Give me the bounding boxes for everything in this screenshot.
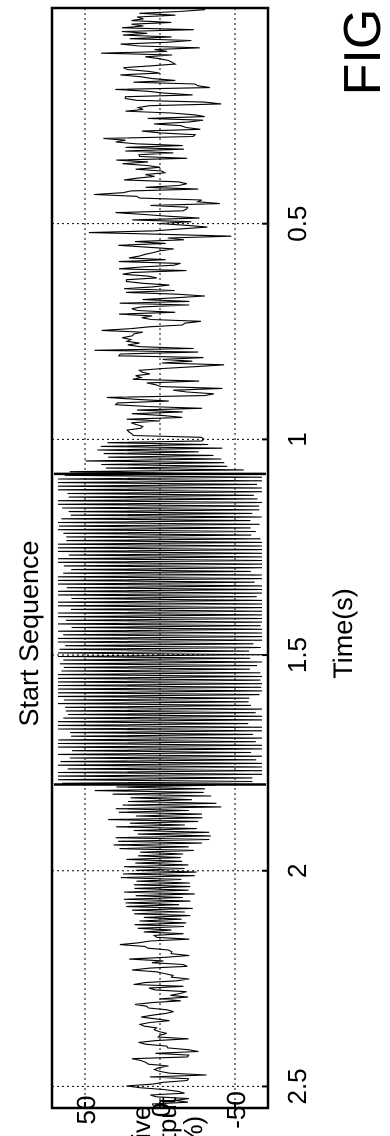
- x-tick-label-4: 2.5: [282, 1068, 312, 1104]
- figure-label: FIG: [334, 9, 390, 96]
- x-tick-label-2: 1.5: [282, 637, 312, 673]
- y-tick-label-0: 50: [71, 1096, 101, 1125]
- x-tick-label-0: 0.5: [282, 206, 312, 242]
- plot-layer: [52, 8, 268, 1108]
- chart-title: Start Sequence: [14, 540, 44, 726]
- x-tick-label-1: 1: [282, 432, 312, 446]
- y-tick-label-2: -50: [221, 1091, 251, 1129]
- y-axis-label-line-2: (%): [178, 1116, 208, 1136]
- x-axis-label: Time(s): [328, 588, 358, 678]
- x-tick-label-3: 2: [282, 864, 312, 878]
